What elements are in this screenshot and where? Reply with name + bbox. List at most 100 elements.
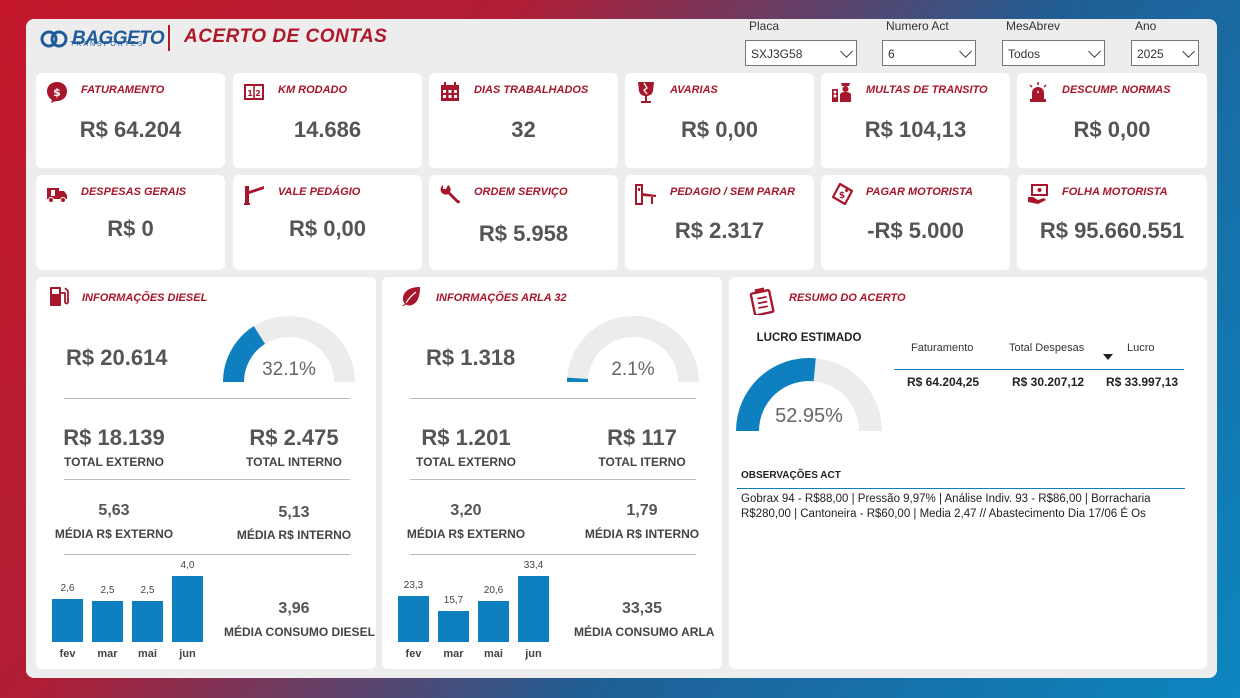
mes-select[interactable]: Todos (1002, 40, 1105, 66)
svg-text:2: 2 (255, 89, 261, 98)
kpi-card-pedagio-sem-parar: PEDAGIO / SEM PARAR R$ 2.317 (625, 175, 814, 270)
chevron-down-icon (1088, 45, 1101, 58)
kpi-label: KM RODADO (278, 84, 348, 96)
chart-bar[interactable] (518, 576, 549, 642)
kpi-card-ordem-servico: ORDEM SERVIÇO R$ 5.958 (429, 175, 618, 270)
brand-subtitle: TRANSPORTES (70, 41, 145, 48)
diesel-total-externo-label: TOTAL EXTERNO (63, 455, 164, 469)
arla-consumption-chart: 23,3 fev 15,7 mar 20,6 mai 33,4 jun (382, 277, 582, 669)
toll-barrier-icon (244, 186, 264, 205)
diesel-media-interno: 5,13 (278, 504, 310, 521)
kpi-card-folha-motorista: FOLHA MOTORISTA R$ 95.660.551 (1017, 175, 1207, 270)
kpi-card-avarias: AVARIAS R$ 0,00 (625, 73, 814, 168)
kpi-value: R$ 0,00 (1073, 117, 1151, 142)
kpi-label: DESCUMP. NORMAS (1062, 84, 1171, 96)
header: BAGGETO TRANSPORTES ACERTO DE CONTAS Pla… (26, 19, 1217, 71)
arla-media-externo-label: MÉDIA R$ EXTERNO (406, 527, 526, 541)
x-axis-tick-label: jun (525, 648, 542, 660)
lucro-estimado-title: LUCRO ESTIMADO (756, 332, 862, 344)
arla-panel: INFORMAÇÕES ARLA 32 R$ 1.318 2.1% R$ 1.2… (382, 277, 722, 669)
kpi-value: R$ 0 (107, 216, 154, 241)
kpi-value: 14.686 (293, 117, 362, 142)
placa-select[interactable]: SXJ3G58 (745, 40, 857, 66)
brand-logo: BAGGETO (40, 29, 165, 48)
chart-bar[interactable] (438, 610, 469, 642)
truck-icon (47, 188, 67, 203)
x-axis-tick-label: jun (179, 648, 196, 660)
col-header-total-despesas[interactable]: Total Despesas (1009, 342, 1085, 354)
clipboard-icon (749, 287, 775, 315)
kpi-label: AVARIAS (670, 84, 718, 96)
kpi-label: DESPESAS GERAIS (81, 186, 187, 198)
diesel-gauge (223, 316, 355, 382)
kpi-card-despesas-gerais: DESPESAS GERAIS R$ 0 (36, 175, 225, 270)
x-axis-tick-label: mar (97, 648, 118, 660)
gauge-fill (736, 358, 816, 431)
diesel-media-consumo: 3,96 (278, 600, 310, 617)
chart-bar[interactable] (132, 600, 163, 642)
divider (410, 398, 696, 399)
diesel-media-externo: 5,63 (98, 502, 130, 519)
numero-act-select[interactable]: 6 (882, 40, 976, 66)
lucro-gauge-label: 52.95% (775, 405, 843, 427)
divider (64, 554, 350, 555)
resumo-panel-title: RESUMO DO ACERTO (789, 292, 906, 304)
mes-selected-value: Todos (1008, 47, 1041, 61)
brand-logo-icon (40, 30, 68, 47)
arla-media-consumo: 33,35 (621, 600, 663, 617)
arla-total-externo: R$ 1.201 (421, 425, 511, 450)
kpi-value: 32 (511, 117, 536, 142)
bar-data-label: 4,0 (180, 560, 195, 571)
chevron-down-icon (959, 45, 972, 58)
gauge-track (567, 316, 699, 382)
chart-bar[interactable] (478, 601, 509, 642)
diesel-media-externo-label: MÉDIA R$ EXTERNO (54, 527, 174, 541)
arla-gauge (567, 316, 699, 382)
kpi-value: R$ 104,13 (864, 117, 967, 142)
chart-bar[interactable] (92, 600, 123, 642)
x-axis-tick-label: mai (484, 648, 503, 660)
ano-select[interactable]: 2025 (1131, 40, 1199, 66)
arla-media-externo: 3,20 (450, 502, 482, 519)
kpi-label: VALE PEDÁGIO (278, 186, 361, 198)
sort-desc-icon[interactable] (1103, 354, 1113, 360)
arla-total-interno: R$ 117 (607, 425, 677, 450)
bar-data-label: 33,4 (523, 560, 544, 571)
bar-data-label: 2,5 (100, 584, 115, 596)
kpi-value: R$ 5.958 (478, 221, 569, 246)
bar-data-label: 15,7 (443, 594, 464, 606)
arla-media-interno: 1,79 (626, 502, 658, 519)
col-header-faturamento[interactable]: Faturamento (911, 342, 974, 354)
dashboard-frame: BAGGETO TRANSPORTES ACERTO DE CONTAS Pla… (26, 19, 1217, 678)
diesel-media-interno-label: MÉDIA R$ INTERNO (236, 528, 352, 542)
svg-text:$: $ (839, 191, 845, 201)
x-axis-tick-label: fev (59, 648, 76, 660)
chart-bar[interactable] (172, 576, 203, 642)
chart-bar[interactable] (398, 595, 429, 642)
chart-bar[interactable] (52, 599, 83, 642)
kpi-value: -R$ 5.000 (867, 218, 964, 243)
gauge-fill (223, 326, 266, 382)
divider (64, 398, 350, 399)
x-axis-tick-label: mai (138, 648, 157, 660)
arla-panel-title: INFORMAÇÕES ARLA 32 (436, 292, 567, 304)
page-title: ACERTO DE CONTAS (184, 26, 388, 47)
value-faturamento: R$ 64.204,25 (907, 375, 980, 389)
arla-total-interno-label: TOTAL ITERNO (598, 455, 686, 469)
kpi-value: R$ 64.204 (79, 117, 182, 142)
diesel-gauge-label: 32.1% (262, 359, 316, 380)
kpi-card-faturamento: $ FATURAMENTO R$ 64.204 (36, 73, 225, 168)
kpi-label: FATURAMENTO (81, 84, 165, 96)
svg-text:1: 1 (247, 89, 253, 98)
toll-gate-icon (635, 184, 656, 205)
diesel-total-interno-label: TOTAL INTERNO (246, 455, 342, 469)
siren-icon (1029, 82, 1047, 102)
arla-gauge-label: 2.1% (611, 359, 655, 380)
broken-glass-icon (638, 82, 654, 103)
kpi-card-vale-pedagio: VALE PEDÁGIO R$ 0,00 (233, 175, 422, 270)
col-header-lucro[interactable]: Lucro (1127, 342, 1155, 354)
chevron-down-icon (840, 45, 853, 58)
divider (410, 479, 696, 480)
